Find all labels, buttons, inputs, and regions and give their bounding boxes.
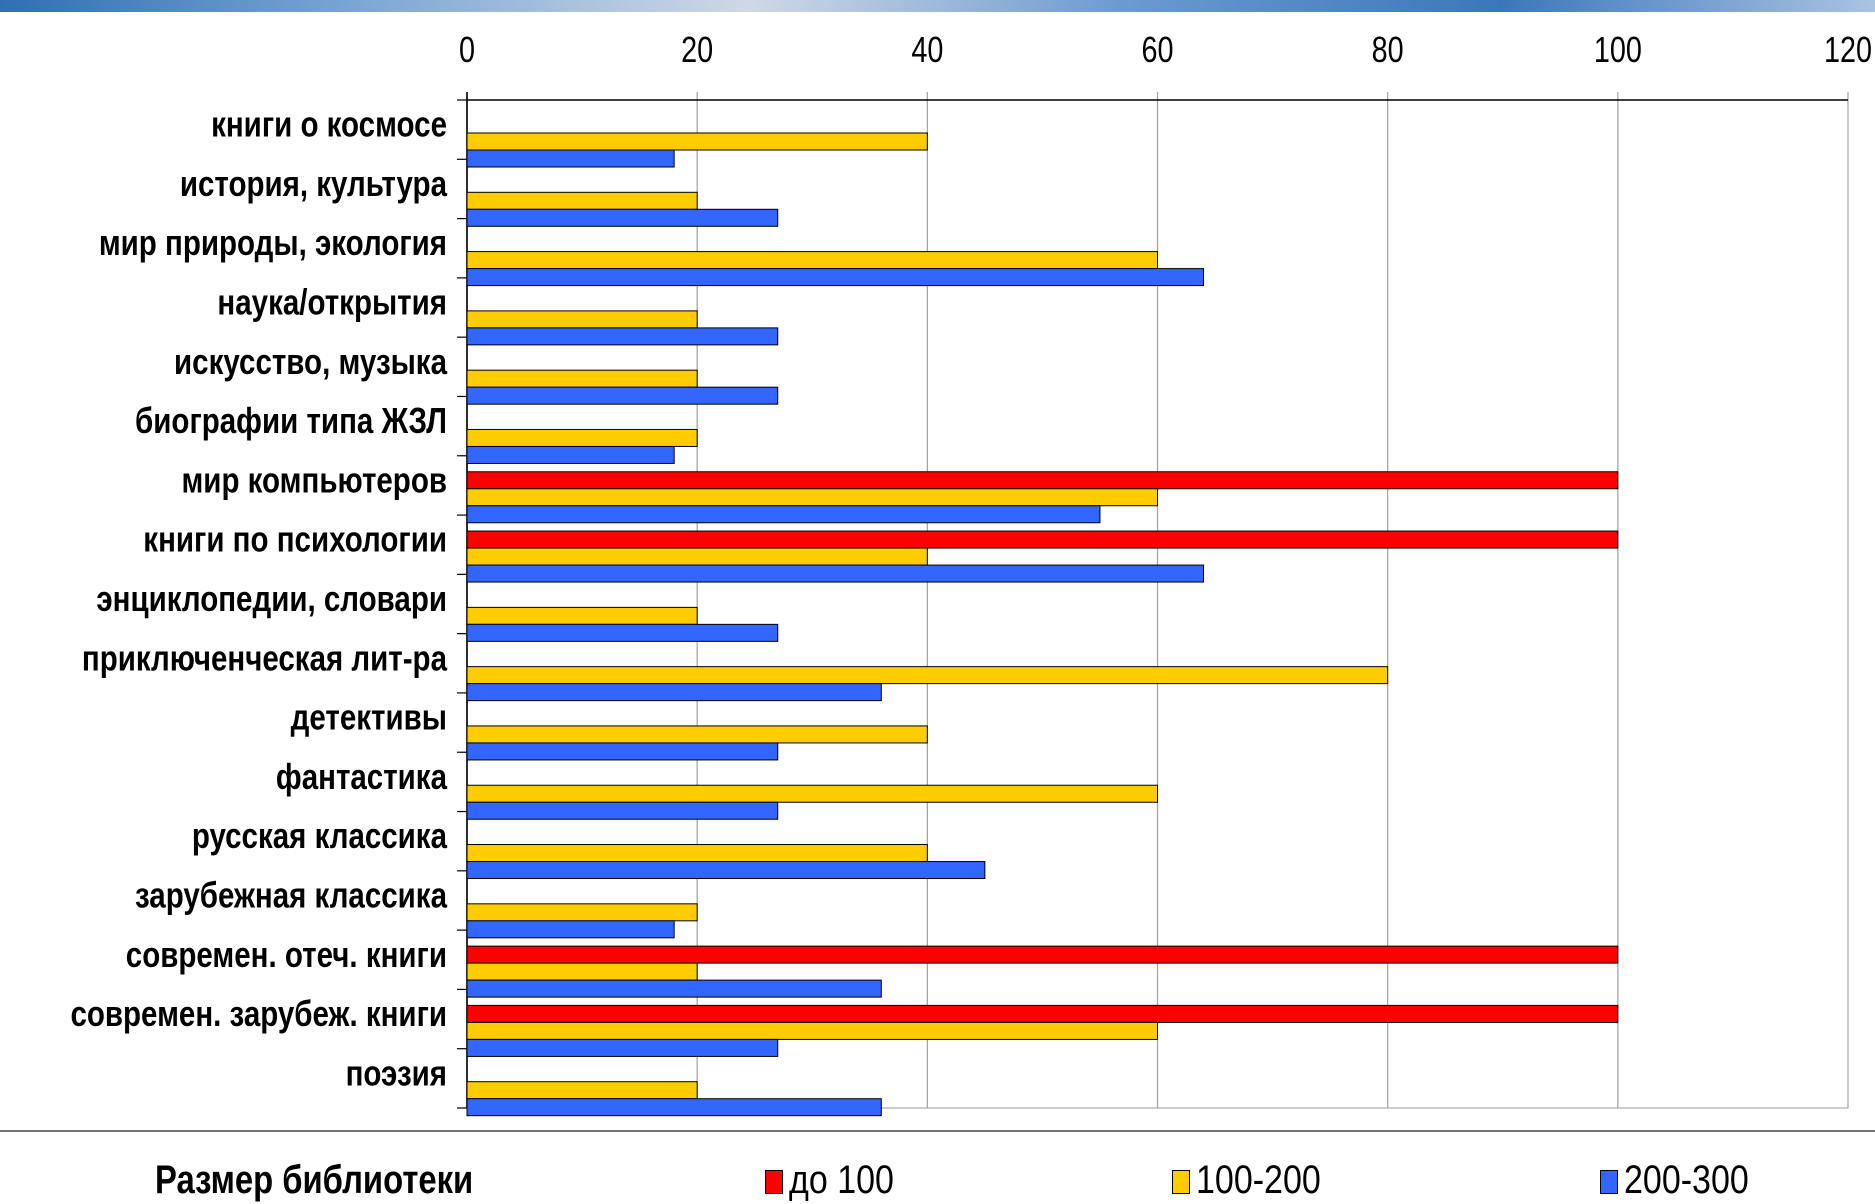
bar [466, 623, 779, 642]
bar [466, 471, 1619, 490]
legend-swatch-red [765, 1170, 783, 1194]
category-label: биографии типа ЖЗЛ [135, 400, 447, 440]
bar [466, 945, 1619, 964]
bar [466, 310, 698, 329]
x-tick-label: 60 [1141, 29, 1173, 70]
bar [466, 606, 698, 625]
bar-chart: 0 20 40 60 80 100 120 книги о космосе история, … [70, 29, 1872, 1117]
bar [466, 428, 698, 447]
category-label: мир компьютеров [181, 460, 447, 500]
category-label: история, культура [180, 163, 448, 203]
category-label: приключенческая лит-ра [82, 637, 448, 677]
bar [466, 784, 1158, 803]
bar [466, 251, 1158, 270]
legend-title: Размер библиотеки [155, 1158, 474, 1202]
x-tick-label: 20 [681, 29, 713, 70]
bar [466, 327, 779, 346]
category-labels: книги о космосе история, культура мир прир… [70, 104, 447, 1093]
bar [466, 1021, 1158, 1040]
x-tick-label: 40 [911, 29, 943, 70]
x-tick-label: 120 [1824, 29, 1872, 70]
bar [466, 742, 779, 761]
bar [466, 725, 928, 744]
bar [466, 488, 1158, 507]
x-tick-label: 100 [1594, 29, 1642, 70]
bar [466, 1004, 1619, 1023]
bar [466, 149, 675, 168]
x-tick-labels: 0 20 40 60 80 100 120 [459, 29, 1872, 70]
category-label: искусство, музыка [174, 341, 448, 381]
legend-label: до 100 [789, 1158, 894, 1202]
bar [466, 1081, 698, 1100]
bar [466, 683, 882, 702]
category-label: книги о космосе [211, 104, 447, 144]
bar [466, 920, 675, 939]
category-label: русская классика [192, 815, 448, 855]
bar [466, 369, 698, 388]
x-tick-label: 0 [459, 29, 475, 70]
decorative-top-band [0, 0, 1875, 12]
category-label: поэзия [346, 1053, 447, 1093]
bar [466, 268, 1205, 287]
bar [466, 979, 882, 998]
bar [466, 208, 779, 227]
category-label: энциклопедии, словари [96, 578, 447, 618]
bar [466, 564, 1205, 583]
legend-label: 100-200 [1196, 1158, 1321, 1202]
bar [466, 132, 928, 151]
bar [466, 505, 1101, 524]
bar [466, 861, 986, 880]
category-label: книги по психологии [143, 519, 447, 559]
category-label: наука/открытия [217, 282, 447, 322]
bar [466, 530, 1619, 549]
bar [466, 844, 928, 863]
bar [466, 903, 698, 922]
bar [466, 191, 698, 210]
bars [466, 132, 1619, 1117]
bar [466, 445, 675, 464]
category-label: детективы [291, 697, 447, 737]
category-label: современ. зарубеж. книги [70, 993, 447, 1033]
category-label: мир природы, экология [99, 222, 447, 262]
category-label: зарубежная классика [135, 875, 448, 915]
bar [466, 547, 928, 566]
bar [466, 386, 779, 405]
bar [466, 801, 779, 820]
category-label: современ. отеч. книги [126, 934, 447, 974]
bar [466, 1098, 882, 1117]
legend-swatch-blue [1600, 1170, 1618, 1194]
legend-label: 200-300 [1624, 1158, 1749, 1202]
category-label: фантастика [276, 756, 448, 796]
legend-swatch-yellow [1172, 1170, 1190, 1194]
x-tick-label: 80 [1372, 29, 1404, 70]
legend-divider [0, 1130, 1875, 1132]
bar [466, 666, 1389, 685]
bar [466, 962, 698, 981]
bar [466, 1038, 779, 1057]
